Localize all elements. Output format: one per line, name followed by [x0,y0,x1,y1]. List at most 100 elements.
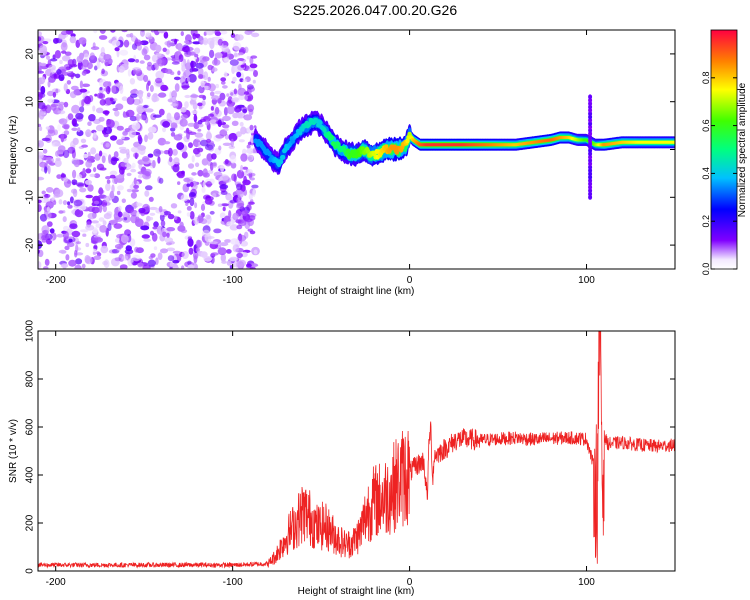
noise-speckle [49,228,55,234]
noise-speckle [114,110,120,117]
noise-speckle [135,59,140,63]
noise-speckle [77,204,87,211]
noise-speckle [155,52,162,57]
noise-speckle [81,70,87,76]
noise-speckle [170,71,175,75]
noise-speckle [252,188,256,197]
noise-speckle [94,65,98,71]
noise-speckle [114,244,124,249]
noise-speckle [42,41,49,45]
noise-speckle [195,239,201,249]
noise-speckle [101,155,106,164]
noise-speckle [222,206,226,212]
noise-speckle [181,251,189,259]
noise-speckle [119,85,124,94]
noise-speckle [253,70,258,77]
noise-speckle [187,260,192,266]
noise-speckle [65,51,72,56]
noise-speckle [131,122,141,131]
noise-speckle [144,108,154,113]
noise-speckle [252,79,256,84]
noise-speckle [237,58,245,61]
noise-speckle [181,64,186,72]
noise-speckle [126,172,132,177]
noise-speckle [158,206,163,213]
colorbar-ticks: 0.0 0.2 0.4 0.6 0.8 [701,72,737,275]
noise-speckle [194,47,201,54]
noise-speckle [56,174,62,180]
noise-speckle [251,32,260,38]
noise-speckle [195,137,205,141]
noise-speckle [242,78,248,83]
noise-speckle [155,44,162,53]
noise-speckle [186,76,190,82]
noise-speckle [146,92,151,98]
y-tick-label: -20 [25,237,36,252]
noise-speckle [249,57,254,65]
noise-speckle [221,45,229,53]
noise-speckle [209,91,215,97]
noise-speckle [138,174,143,179]
noise-speckle [162,127,167,133]
noise-speckle [111,85,117,94]
noise-speckle [147,259,156,267]
noise-speckle [119,49,129,56]
x-tick-label: 100 [578,275,595,286]
ridge-cell [345,148,351,154]
noise-speckle [166,112,172,122]
noise-speckle [74,209,84,218]
noise-speckle [99,87,103,91]
noise-speckle [41,76,46,83]
noise-speckle [251,184,259,189]
noise-speckle [158,108,165,116]
noise-speckle [62,200,68,206]
colorbar: 0.0 0.2 0.4 0.6 0.8 Normalized spectral ampl… [701,29,748,275]
noise-speckle [197,120,203,125]
noise-speckle [210,252,219,256]
colorbar-gradient [710,29,738,270]
noise-speckle [173,76,181,81]
snr-x-ticks: -200 -100 0 100 [46,331,595,588]
noise-speckle [212,161,218,168]
noise-speckle [189,211,195,220]
noise-speckle [157,252,163,260]
colorbar-tick-label: 0.6 [701,119,711,132]
noise-speckle [133,152,140,158]
noise-speckle [188,247,194,255]
noise-speckle [45,210,52,220]
noise-speckle [67,59,75,67]
noise-speckle [95,107,104,114]
noise-speckle [115,174,124,179]
noise-speckle [38,102,46,110]
noise-speckle [93,255,102,260]
noise-speckle [213,228,222,234]
noise-speckle [249,266,256,269]
noise-speckle [240,64,245,68]
noise-speckle [200,80,205,88]
noise-speckle [248,201,255,205]
colorbar-tick-label: 0.8 [701,72,711,85]
noise-speckle [217,247,227,256]
noise-speckle [81,263,86,269]
noise-speckle [80,65,87,70]
noise-speckle [206,181,212,188]
noise-speckle [45,126,50,130]
noise-speckle [67,204,73,209]
noise-speckle [214,30,220,35]
noise-speckle [91,220,99,224]
noise-speckle [133,184,140,189]
noise-speckle [109,97,114,102]
noise-speckle [82,167,86,175]
noise-speckle [149,85,154,92]
noise-speckle [151,232,158,242]
noise-speckle [79,187,87,193]
noise-speckle [38,31,42,37]
y-tick-label: 20 [25,48,36,60]
noise-speckle [198,67,204,77]
noise-speckle [77,127,81,133]
noise-speckle [177,181,181,186]
noise-speckle [109,174,116,179]
noise-speckle [105,142,110,148]
noise-speckle [139,60,145,64]
